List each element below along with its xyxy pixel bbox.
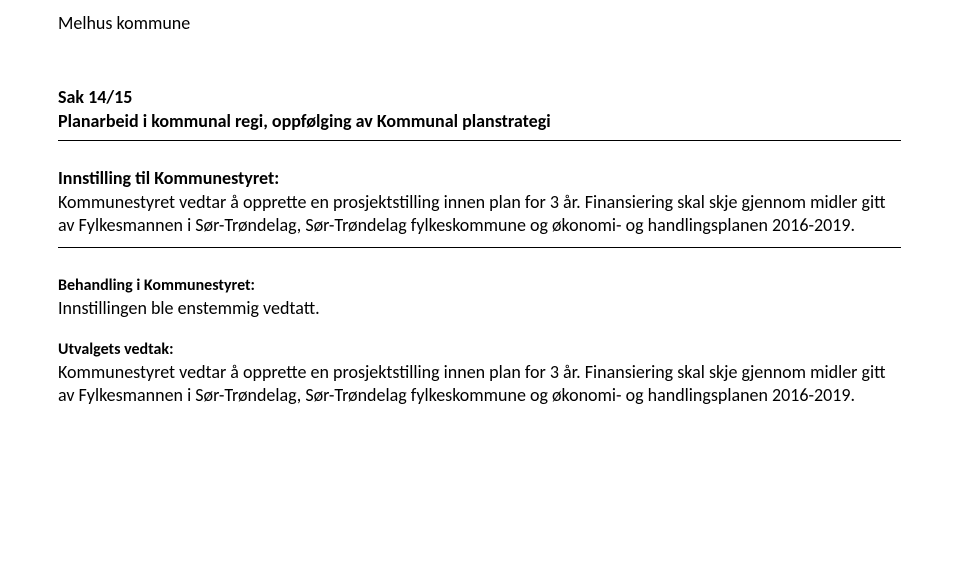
decision-heading: Utvalgets vedtak:: [58, 340, 174, 359]
decision-text: Kommunestyret vedtar å opprette en prosj…: [58, 361, 901, 407]
recommendation-heading: Innstilling til Kommunestyret:: [58, 167, 901, 189]
proceedings-line: Behandling i Kommunestyret:: [58, 276, 901, 295]
spacer: [58, 248, 901, 276]
proceedings-heading: Behandling i Kommunestyret:: [58, 276, 255, 295]
organization-name: Melhus kommune: [58, 12, 901, 34]
proceedings-text: Innstillingen ble enstemmig vedtatt.: [58, 297, 901, 320]
decision-heading-line: Utvalgets vedtak:: [58, 340, 901, 359]
recommendation-text: Kommunestyret vedtar å opprette en prosj…: [58, 191, 901, 237]
case-title: Planarbeid i kommunal regi, oppfølging a…: [58, 110, 901, 132]
spacer: [58, 330, 901, 340]
spacer: [58, 141, 901, 149]
document-page: Melhus kommune Sak 14/15 Planarbeid i ko…: [0, 0, 959, 407]
case-number: Sak 14/15: [58, 86, 901, 108]
